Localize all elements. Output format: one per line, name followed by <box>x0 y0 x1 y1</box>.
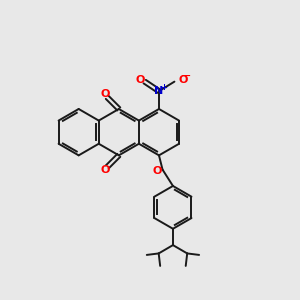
Text: O: O <box>136 75 145 85</box>
Text: +: + <box>160 83 167 92</box>
Text: O: O <box>179 75 188 85</box>
Text: N: N <box>154 86 164 96</box>
Text: O: O <box>100 89 110 99</box>
Text: O: O <box>100 166 110 176</box>
Text: O: O <box>152 166 162 176</box>
Text: −: − <box>181 70 191 83</box>
